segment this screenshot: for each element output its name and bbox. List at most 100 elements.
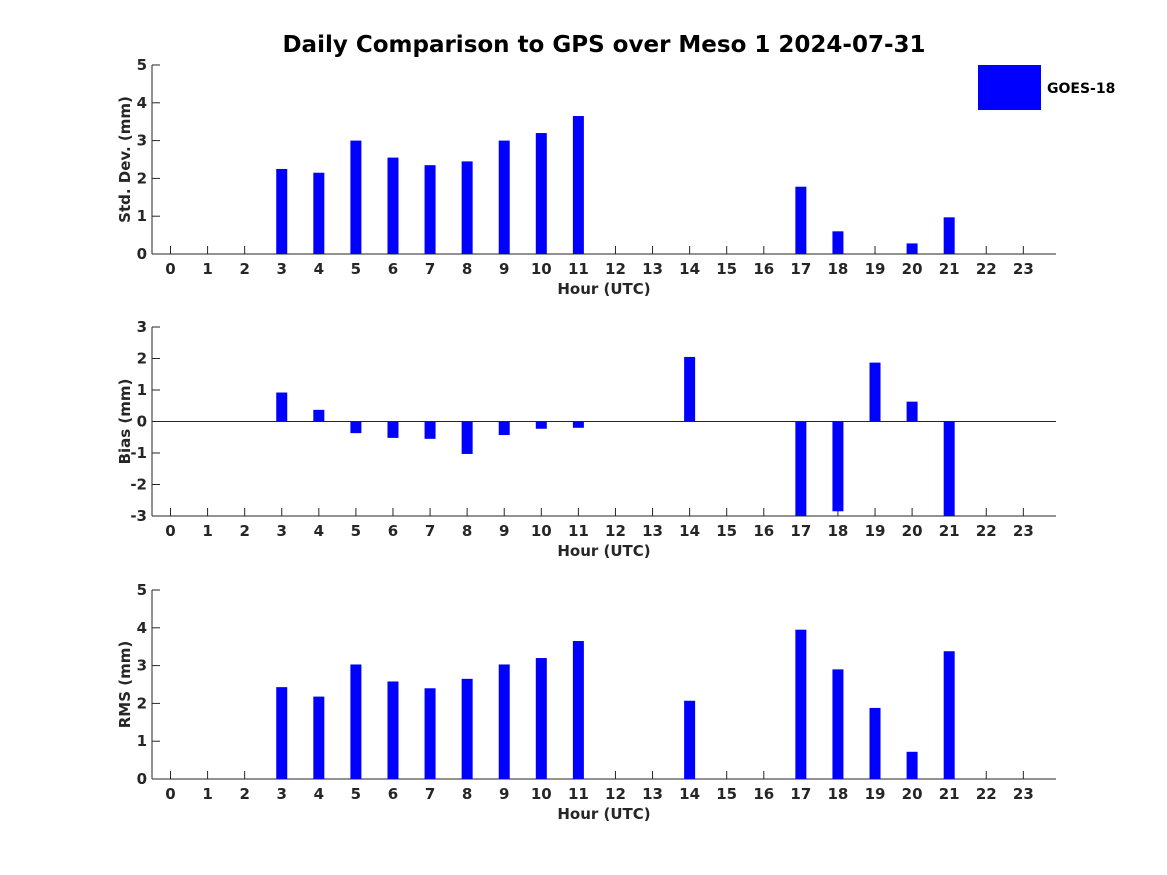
chart-title: Daily Comparison to GPS over Meso 1 2024… [282, 32, 925, 58]
x-tick-label: 14 [679, 785, 700, 803]
y-tick-label: 1 [137, 381, 147, 399]
bar-hour-3 [276, 392, 288, 422]
x-tick-label: 18 [828, 260, 849, 278]
x-tick-label: 2 [239, 260, 249, 278]
x-tick-label: 23 [1013, 785, 1034, 803]
x-tick-label: 8 [462, 522, 472, 540]
y-axis-label: Bias (mm) [116, 379, 134, 465]
y-tick-label: 3 [137, 318, 147, 336]
bar-hour-8 [461, 161, 473, 254]
y-tick-label: 5 [137, 581, 147, 599]
x-tick-label: 14 [679, 522, 700, 540]
x-tick-label: 6 [388, 260, 398, 278]
x-tick-label: 3 [277, 785, 287, 803]
y-tick-label: 4 [137, 619, 147, 637]
bar-hour-6 [387, 157, 399, 254]
x-tick-label: 16 [753, 522, 774, 540]
x-tick-label: 13 [642, 785, 663, 803]
x-tick-label: 22 [976, 260, 997, 278]
legend-label: GOES-18 [1047, 81, 1115, 97]
x-tick-label: 11 [568, 260, 589, 278]
x-tick-label: 15 [716, 522, 737, 540]
legend: GOES-18 [978, 65, 1115, 110]
y-tick-label: 2 [137, 350, 147, 368]
x-tick-label: 11 [568, 522, 589, 540]
x-tick-label: 10 [531, 522, 552, 540]
x-tick-label: 11 [568, 785, 589, 803]
bar-hour-18 [832, 231, 844, 254]
bar-hour-7 [424, 688, 436, 779]
bar-hour-4 [313, 696, 325, 779]
bar-hour-6 [387, 421, 399, 438]
bar-hour-21 [943, 217, 955, 254]
x-tick-label: 8 [462, 260, 472, 278]
x-tick-label: 16 [753, 260, 774, 278]
bar-hour-4 [313, 409, 325, 422]
x-axis-label: Hour (UTC) [557, 280, 650, 298]
x-tick-label: 9 [499, 260, 509, 278]
x-tick-label: 18 [828, 785, 849, 803]
x-tick-label: 21 [939, 260, 960, 278]
bar-hour-14 [684, 700, 696, 779]
y-tick-label: 0 [137, 245, 147, 263]
x-tick-label: 17 [790, 260, 811, 278]
bar-hour-3 [276, 168, 288, 254]
bar-hour-20 [906, 751, 918, 779]
legend-swatch [978, 65, 1041, 110]
bar-hour-7 [424, 165, 436, 254]
bar-hour-4 [313, 172, 325, 254]
x-tick-label: 5 [351, 785, 361, 803]
x-tick-label: 13 [642, 260, 663, 278]
y-tick-label: 0 [137, 413, 147, 431]
x-tick-label: 3 [277, 260, 287, 278]
x-tick-label: 7 [425, 260, 435, 278]
x-tick-label: 4 [314, 785, 324, 803]
x-tick-label: 0 [165, 522, 175, 540]
y-tick-label: -3 [130, 507, 147, 525]
x-tick-label: 20 [902, 522, 923, 540]
bar-hour-9 [498, 421, 510, 436]
y-axis-label: RMS (mm) [116, 641, 134, 728]
x-tick-label: 0 [165, 785, 175, 803]
x-tick-label: 18 [828, 522, 849, 540]
bar-hour-9 [498, 664, 510, 779]
x-tick-label: 2 [239, 785, 249, 803]
x-tick-label: 6 [388, 522, 398, 540]
bar-hour-17 [795, 421, 807, 516]
x-tick-label: 19 [865, 522, 886, 540]
bar-hour-8 [461, 678, 473, 779]
y-tick-label: -1 [130, 444, 147, 462]
bar-hour-11 [572, 421, 584, 428]
x-tick-label: 21 [939, 785, 960, 803]
x-tick-label: 17 [790, 785, 811, 803]
bar-hour-9 [498, 140, 510, 254]
x-tick-label: 14 [679, 260, 700, 278]
x-tick-label: 9 [499, 522, 509, 540]
bar-hour-10 [535, 421, 547, 429]
bar-hour-10 [535, 133, 547, 254]
y-tick-label: -2 [130, 476, 147, 494]
bar-hour-21 [943, 651, 955, 779]
x-tick-label: 19 [865, 260, 886, 278]
x-tick-label: 23 [1013, 522, 1034, 540]
y-tick-label: 1 [137, 732, 147, 750]
x-tick-label: 13 [642, 522, 663, 540]
bar-hour-3 [276, 687, 288, 779]
y-tick-label: 0 [137, 770, 147, 788]
x-tick-label: 5 [351, 260, 361, 278]
x-tick-label: 7 [425, 785, 435, 803]
x-tick-label: 1 [202, 522, 212, 540]
bar-hour-20 [906, 243, 918, 254]
x-tick-label: 4 [314, 260, 324, 278]
bar-hour-11 [572, 641, 584, 779]
bar-hour-19 [869, 362, 881, 422]
bar-hour-5 [350, 664, 362, 779]
x-tick-label: 19 [865, 785, 886, 803]
x-tick-label: 1 [202, 785, 212, 803]
bar-hour-18 [832, 421, 844, 512]
